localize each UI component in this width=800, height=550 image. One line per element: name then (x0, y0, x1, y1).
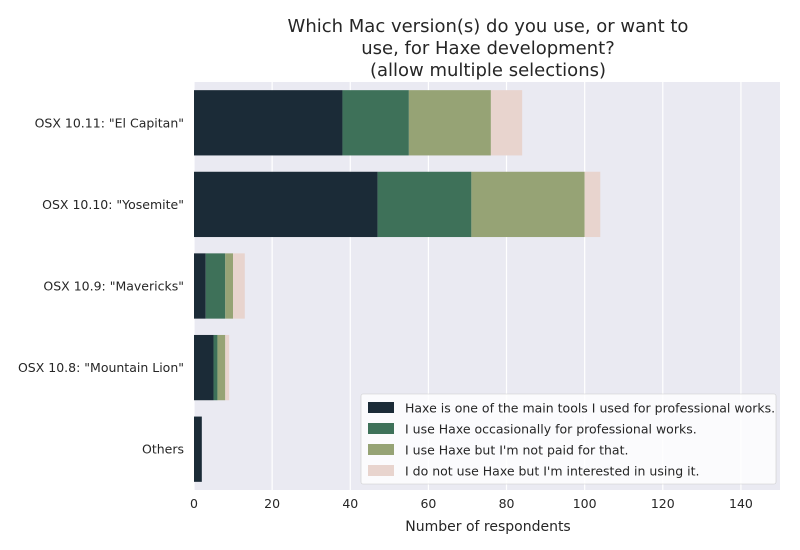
x-tick-label-1: 20 (264, 496, 280, 511)
y-tick-label-0: OSX 10.11: "El Capitan" (35, 115, 184, 130)
bar-2-series-1 (205, 253, 226, 319)
bar-4-series-0 (194, 416, 202, 482)
chart-title-line-3: (allow multiple selections) (369, 60, 607, 81)
legend-swatch-0 (368, 402, 394, 413)
bar-0-series-2 (408, 90, 491, 156)
legend-swatch-3 (368, 465, 394, 476)
bar-2-series-0 (194, 253, 206, 319)
bar-2-series-3 (233, 253, 245, 319)
bar-3-series-0 (194, 334, 214, 401)
bar-0-series-0 (194, 90, 343, 156)
bar-2-series-2 (225, 253, 234, 319)
y-tick-label-4: Others (142, 442, 184, 457)
x-tick-label-7: 140 (729, 496, 753, 511)
legend-swatch-2 (368, 444, 394, 455)
legend-label-3: I do not use Haxe but I'm interested in … (405, 464, 700, 479)
y-tick-label-2: OSX 10.9: "Mavericks" (43, 279, 184, 294)
bar-3-series-2 (217, 334, 226, 401)
bar-1-series-1 (377, 171, 472, 238)
legend-swatch-1 (368, 423, 394, 434)
legend-label-1: I use Haxe occasionally for professional… (405, 422, 697, 437)
bar-3-series-1 (213, 334, 218, 401)
x-tick-label-3: 60 (420, 496, 436, 511)
x-tick-label-0: 0 (190, 496, 198, 511)
x-tick-label-5: 100 (573, 496, 597, 511)
x-tick-label-6: 120 (651, 496, 675, 511)
chart-title-line-1: Which Mac version(s) do you use, or want… (287, 16, 689, 37)
bar-0-series-3 (490, 90, 523, 156)
legend-label-2: I use Haxe but I'm not paid for that. (405, 443, 628, 458)
bar-1-series-2 (471, 171, 585, 238)
chart-title-line-2: use, for Haxe development? (361, 38, 615, 59)
bar-1-series-3 (584, 171, 601, 238)
y-tick-label-1: OSX 10.10: "Yosemite" (42, 197, 184, 212)
x-tick-label-2: 40 (342, 496, 358, 511)
y-tick-label-3: OSX 10.8: "Mountain Lion" (18, 360, 184, 375)
bar-1-series-0 (194, 171, 378, 238)
bar-0-series-1 (342, 90, 409, 156)
legend-label-0: Haxe is one of the main tools I used for… (405, 401, 775, 416)
x-axis-label: Number of respondents (405, 519, 570, 535)
x-tick-label-4: 80 (499, 496, 515, 511)
bar-3-series-3 (225, 334, 230, 401)
legend-box (360, 393, 777, 485)
